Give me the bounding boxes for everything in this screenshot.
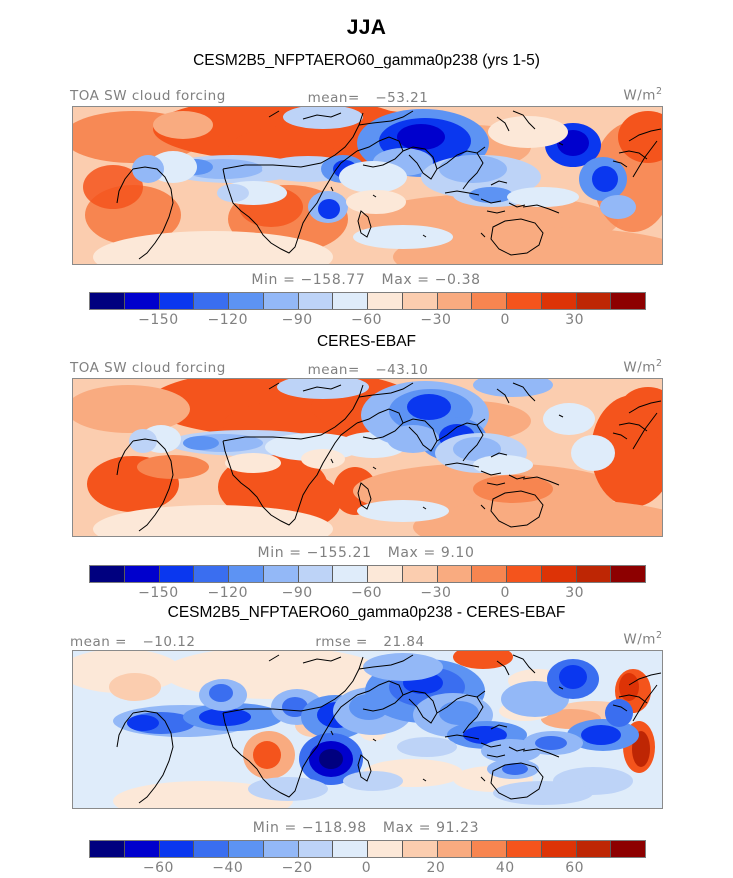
colorbar-tick-label: −90 xyxy=(281,312,313,328)
colorbar-tick-label: −60 xyxy=(350,585,383,601)
map-field-difference xyxy=(73,651,662,808)
colorbar-segment xyxy=(611,566,645,582)
colorbar-segment xyxy=(263,841,299,857)
colorbar-segment xyxy=(402,841,438,857)
panel-2-mean-annotation: mean= −43.10 xyxy=(307,362,429,378)
colorbar-segment xyxy=(263,566,299,582)
colorbar-2-minmax: Min = −155.21 Max = 9.10 xyxy=(257,545,475,561)
colorbar-segment xyxy=(576,566,612,582)
colorbar-segment xyxy=(90,566,125,582)
colorbar-tick-label: 30 xyxy=(565,585,585,601)
panel-1-mean-annotation: mean= −53.21 xyxy=(307,90,429,106)
colorbar-segment xyxy=(229,566,264,582)
colorbar-tick-label: 0 xyxy=(500,585,510,601)
colorbar-tick-label: −150 xyxy=(138,585,179,601)
colorbar-tick-label: −90 xyxy=(281,585,313,601)
map-field-obs xyxy=(73,379,662,536)
panel-1-title: CESM2B5_NFPTAERO60_gamma0p238 (yrs 1-5) xyxy=(193,52,540,69)
figure-title: JJA xyxy=(346,16,387,39)
colorbar-segment xyxy=(541,841,577,857)
colorbar-segment xyxy=(159,566,195,582)
panel-3-mean-annotation: mean = −10.12 xyxy=(70,634,196,650)
colorbar-segment xyxy=(159,841,195,857)
panel-1-variable-label: TOA SW cloud forcing xyxy=(70,88,226,104)
colorbar-segment xyxy=(437,293,473,309)
colorbar-segment xyxy=(541,566,577,582)
colorbar-tick-label: 0 xyxy=(361,860,372,876)
colorbar-segment xyxy=(576,293,612,309)
colorbar-segment xyxy=(368,841,403,857)
colorbar-2-ticklabels: −150 −120 −90 −60 −30 0 30 xyxy=(89,585,644,603)
colorbar-segment xyxy=(333,293,368,309)
colorbar-segment xyxy=(90,293,125,309)
colorbar-segment xyxy=(611,841,645,857)
map-panel-model[interactable] xyxy=(72,106,663,265)
colorbar-tick-label: −30 xyxy=(420,312,452,328)
colorbar-segment xyxy=(437,841,473,857)
colorbar-2-strip[interactable] xyxy=(89,565,646,583)
colorbar-segment xyxy=(507,566,542,582)
colorbar-3-strip[interactable] xyxy=(89,840,646,858)
colorbar-tick-label: −120 xyxy=(207,585,248,601)
colorbar-tick-label: −150 xyxy=(138,312,179,328)
panel-2-variable-label: TOA SW cloud forcing xyxy=(70,360,226,376)
colorbar-segment xyxy=(298,566,334,582)
colorbar-segment xyxy=(402,293,438,309)
colorbar-segment xyxy=(333,566,368,582)
colorbar-tick-label: −20 xyxy=(281,860,313,876)
colorbar-segment xyxy=(576,841,612,857)
colorbar-segment xyxy=(611,293,645,309)
colorbar-1-ticklabels: −150 −120 −90 −60 −30 0 30 xyxy=(89,312,644,330)
colorbar-segment xyxy=(194,841,229,857)
colorbar-segment xyxy=(90,841,125,857)
colorbar-segment xyxy=(298,293,334,309)
colorbar-tick-label: 60 xyxy=(565,860,585,876)
colorbar-segment xyxy=(263,293,299,309)
colorbar-segment xyxy=(472,293,507,309)
colorbar-tick-label: −60 xyxy=(142,860,174,876)
panel-2-title: CERES-EBAF xyxy=(316,333,417,350)
colorbar-segment xyxy=(229,841,264,857)
colorbar-segment xyxy=(194,293,229,309)
panel-3-units-label: W/m2 xyxy=(623,630,662,648)
map-panel-difference[interactable] xyxy=(72,650,663,809)
colorbar-tick-label: 30 xyxy=(565,312,585,328)
colorbar-segment xyxy=(368,293,403,309)
panel-3-rmse-annotation: rmse = 21.84 xyxy=(315,634,425,650)
colorbar-segment xyxy=(124,841,160,857)
colorbar-1-minmax: Min = −158.77 Max = −0.38 xyxy=(251,272,481,288)
colorbar-segment xyxy=(298,841,334,857)
colorbar-segment xyxy=(507,293,542,309)
colorbar-tick-label: −40 xyxy=(212,860,244,876)
colorbar-tick-label: 20 xyxy=(426,860,446,876)
colorbar-segment xyxy=(229,293,264,309)
colorbar-segment xyxy=(368,566,403,582)
colorbar-segment xyxy=(333,841,368,857)
colorbar-segment xyxy=(124,293,160,309)
colorbar-tick-label: 0 xyxy=(500,312,510,328)
panel-1-units-label: W/m2 xyxy=(623,86,662,104)
colorbar-tick-label: −60 xyxy=(350,312,383,328)
colorbar-tick-label: −120 xyxy=(207,312,248,328)
colorbar-segment xyxy=(541,293,577,309)
colorbar-3-ticklabels: −60 −40 −20 0 20 40 60 xyxy=(89,860,644,878)
map-field-model xyxy=(73,107,662,264)
map-panel-obs[interactable] xyxy=(72,378,663,537)
colorbar-tick-label: 40 xyxy=(495,860,515,876)
colorbar-1-strip[interactable] xyxy=(89,292,646,310)
colorbar-segment xyxy=(507,841,542,857)
panel-2-units-label: W/m2 xyxy=(623,358,662,376)
colorbar-tick-label: −30 xyxy=(420,585,452,601)
colorbar-3-minmax: Min = −118.98 Max = 91.23 xyxy=(252,820,480,836)
colorbar-segment xyxy=(472,841,507,857)
colorbar-segment xyxy=(437,566,473,582)
panel-3-title: CESM2B5_NFPTAERO60_gamma0p238 - CERES-EB… xyxy=(167,604,566,621)
colorbar-segment xyxy=(402,566,438,582)
colorbar-segment xyxy=(124,566,160,582)
colorbar-segment xyxy=(194,566,229,582)
colorbar-segment xyxy=(159,293,195,309)
colorbar-segment xyxy=(472,566,507,582)
